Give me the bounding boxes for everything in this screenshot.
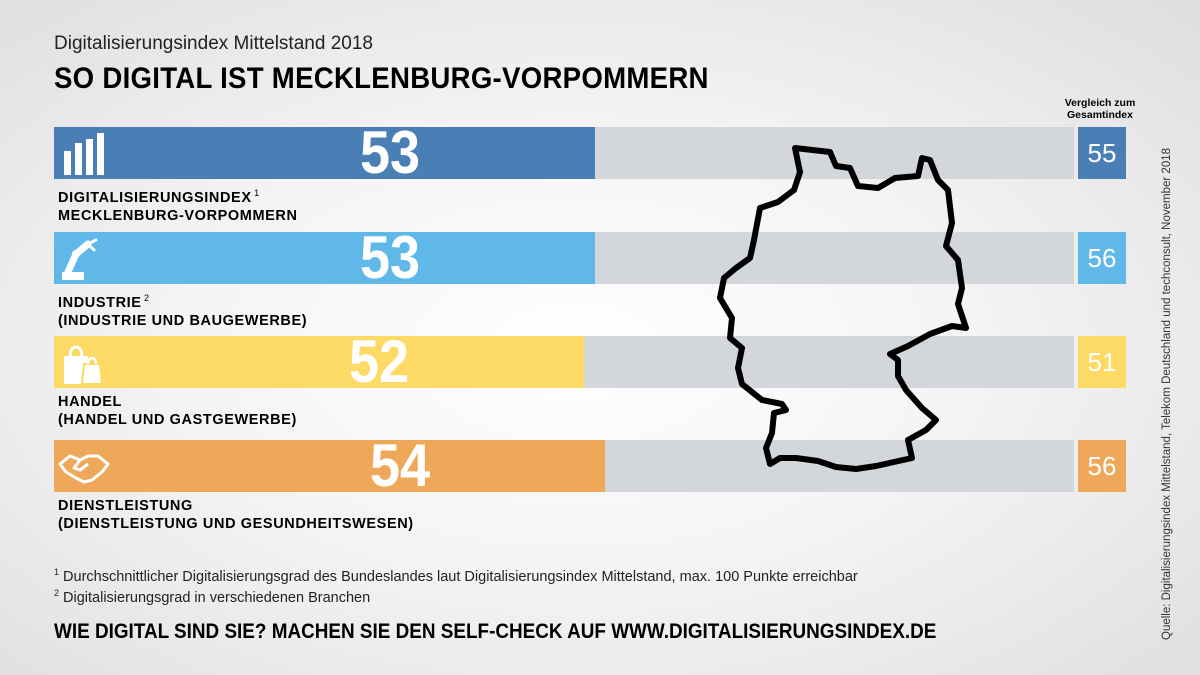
bar-track: 52 xyxy=(54,331,1074,393)
footnote-2-text: Digitalisierungsgrad in verschiedenen Br… xyxy=(63,589,371,606)
chart-title: SO DIGITAL IST MECKLENBURG-VORPOMMERN xyxy=(54,62,709,95)
bar-fill xyxy=(54,127,595,179)
shopping-bags-icon xyxy=(58,338,110,386)
comparison-value-box: 56 xyxy=(1078,232,1126,284)
comparison-value-box: 55 xyxy=(1078,127,1126,179)
bar-track: 53 xyxy=(54,122,1074,184)
row-label-line1: DIGITALISIERUNGSINDEX 1 xyxy=(58,184,298,207)
row-label-line2: (HANDEL UND GASTGEWERBE) xyxy=(58,412,297,428)
comparison-header-line2: Gesamtindex xyxy=(1067,109,1133,121)
footnote-2-number: 2 xyxy=(54,588,60,598)
row-label-line2: (INDUSTRIE UND BAUGEWERBE) xyxy=(58,312,308,329)
row-label-line1: INDUSTRIE 2 xyxy=(58,289,307,312)
footnote-marker: 2 xyxy=(141,293,150,303)
handshake-icon xyxy=(58,442,110,490)
bar-track: 53 xyxy=(54,227,1074,289)
source-note: Quelle: Digitalisierungsindex Mittelstan… xyxy=(1161,147,1173,640)
bar-track: 54 xyxy=(54,435,1074,497)
germany-outline-icon xyxy=(717,145,969,472)
row-label-line1-text: HANDEL xyxy=(58,394,123,410)
comparison-header-line1: Vergleich zum xyxy=(1064,97,1136,109)
call-to-action: WIE DIGITAL SIND SIE? MACHEN SIE DEN SEL… xyxy=(54,620,937,643)
row-label-line1-text: DIGITALISIERUNGSINDEX xyxy=(58,189,252,206)
bar-value-label: 52 xyxy=(349,328,410,395)
comparison-header: Vergleich zum Gesamtindex xyxy=(1062,97,1138,121)
bar-value-label: 54 xyxy=(369,432,430,499)
comparison-value-box: 56 xyxy=(1078,440,1126,492)
row-label-line2: MECKLENBURG-VORPOMMERN xyxy=(58,207,298,224)
row-label-line1-text: DIENSTLEISTUNG xyxy=(58,498,193,514)
footnote-1-number: 1 xyxy=(54,567,60,577)
bar-fill xyxy=(54,336,585,388)
row-label-line2: (DIENSTLEISTUNG UND GESUNDHEITSWESEN) xyxy=(58,516,414,532)
row-label-line1: HANDEL xyxy=(58,393,297,411)
chart-subtitle: Digitalisierungsindex Mittelstand 2018 xyxy=(54,33,373,54)
bar-fill xyxy=(54,440,605,492)
robot-arm-icon xyxy=(58,234,110,282)
footnote-marker: 1 xyxy=(251,188,260,198)
row-label: DIENSTLEISTUNG (DIENSTLEISTUNG UND GESUND… xyxy=(58,497,414,533)
bar-chart-icon xyxy=(58,129,110,177)
row-label: INDUSTRIE 2 (INDUSTRIE UND BAUGEWERBE) xyxy=(58,289,307,330)
footnote-2: 2 Digitalisierungsgrad in verschiedenen … xyxy=(54,588,370,606)
row-label-line1-text: INDUSTRIE xyxy=(58,294,142,311)
footnote-1-text: Durchschnittlicher Digitalisierungsgrad … xyxy=(63,568,858,585)
footnote-1: 1 Durchschnittlicher Digitalisierungsgra… xyxy=(54,567,858,585)
bar-fill xyxy=(54,232,595,284)
bar-value-label: 53 xyxy=(359,224,420,291)
row-label-line1: DIENSTLEISTUNG xyxy=(58,497,414,515)
comparison-value-box: 51 xyxy=(1078,336,1126,388)
row-label: DIGITALISIERUNGSINDEX 1 MECKLENBURG-VORPO… xyxy=(58,184,298,225)
bar-value-label: 53 xyxy=(359,119,420,186)
row-label: HANDEL (HANDEL UND GASTGEWERBE) xyxy=(58,393,297,429)
